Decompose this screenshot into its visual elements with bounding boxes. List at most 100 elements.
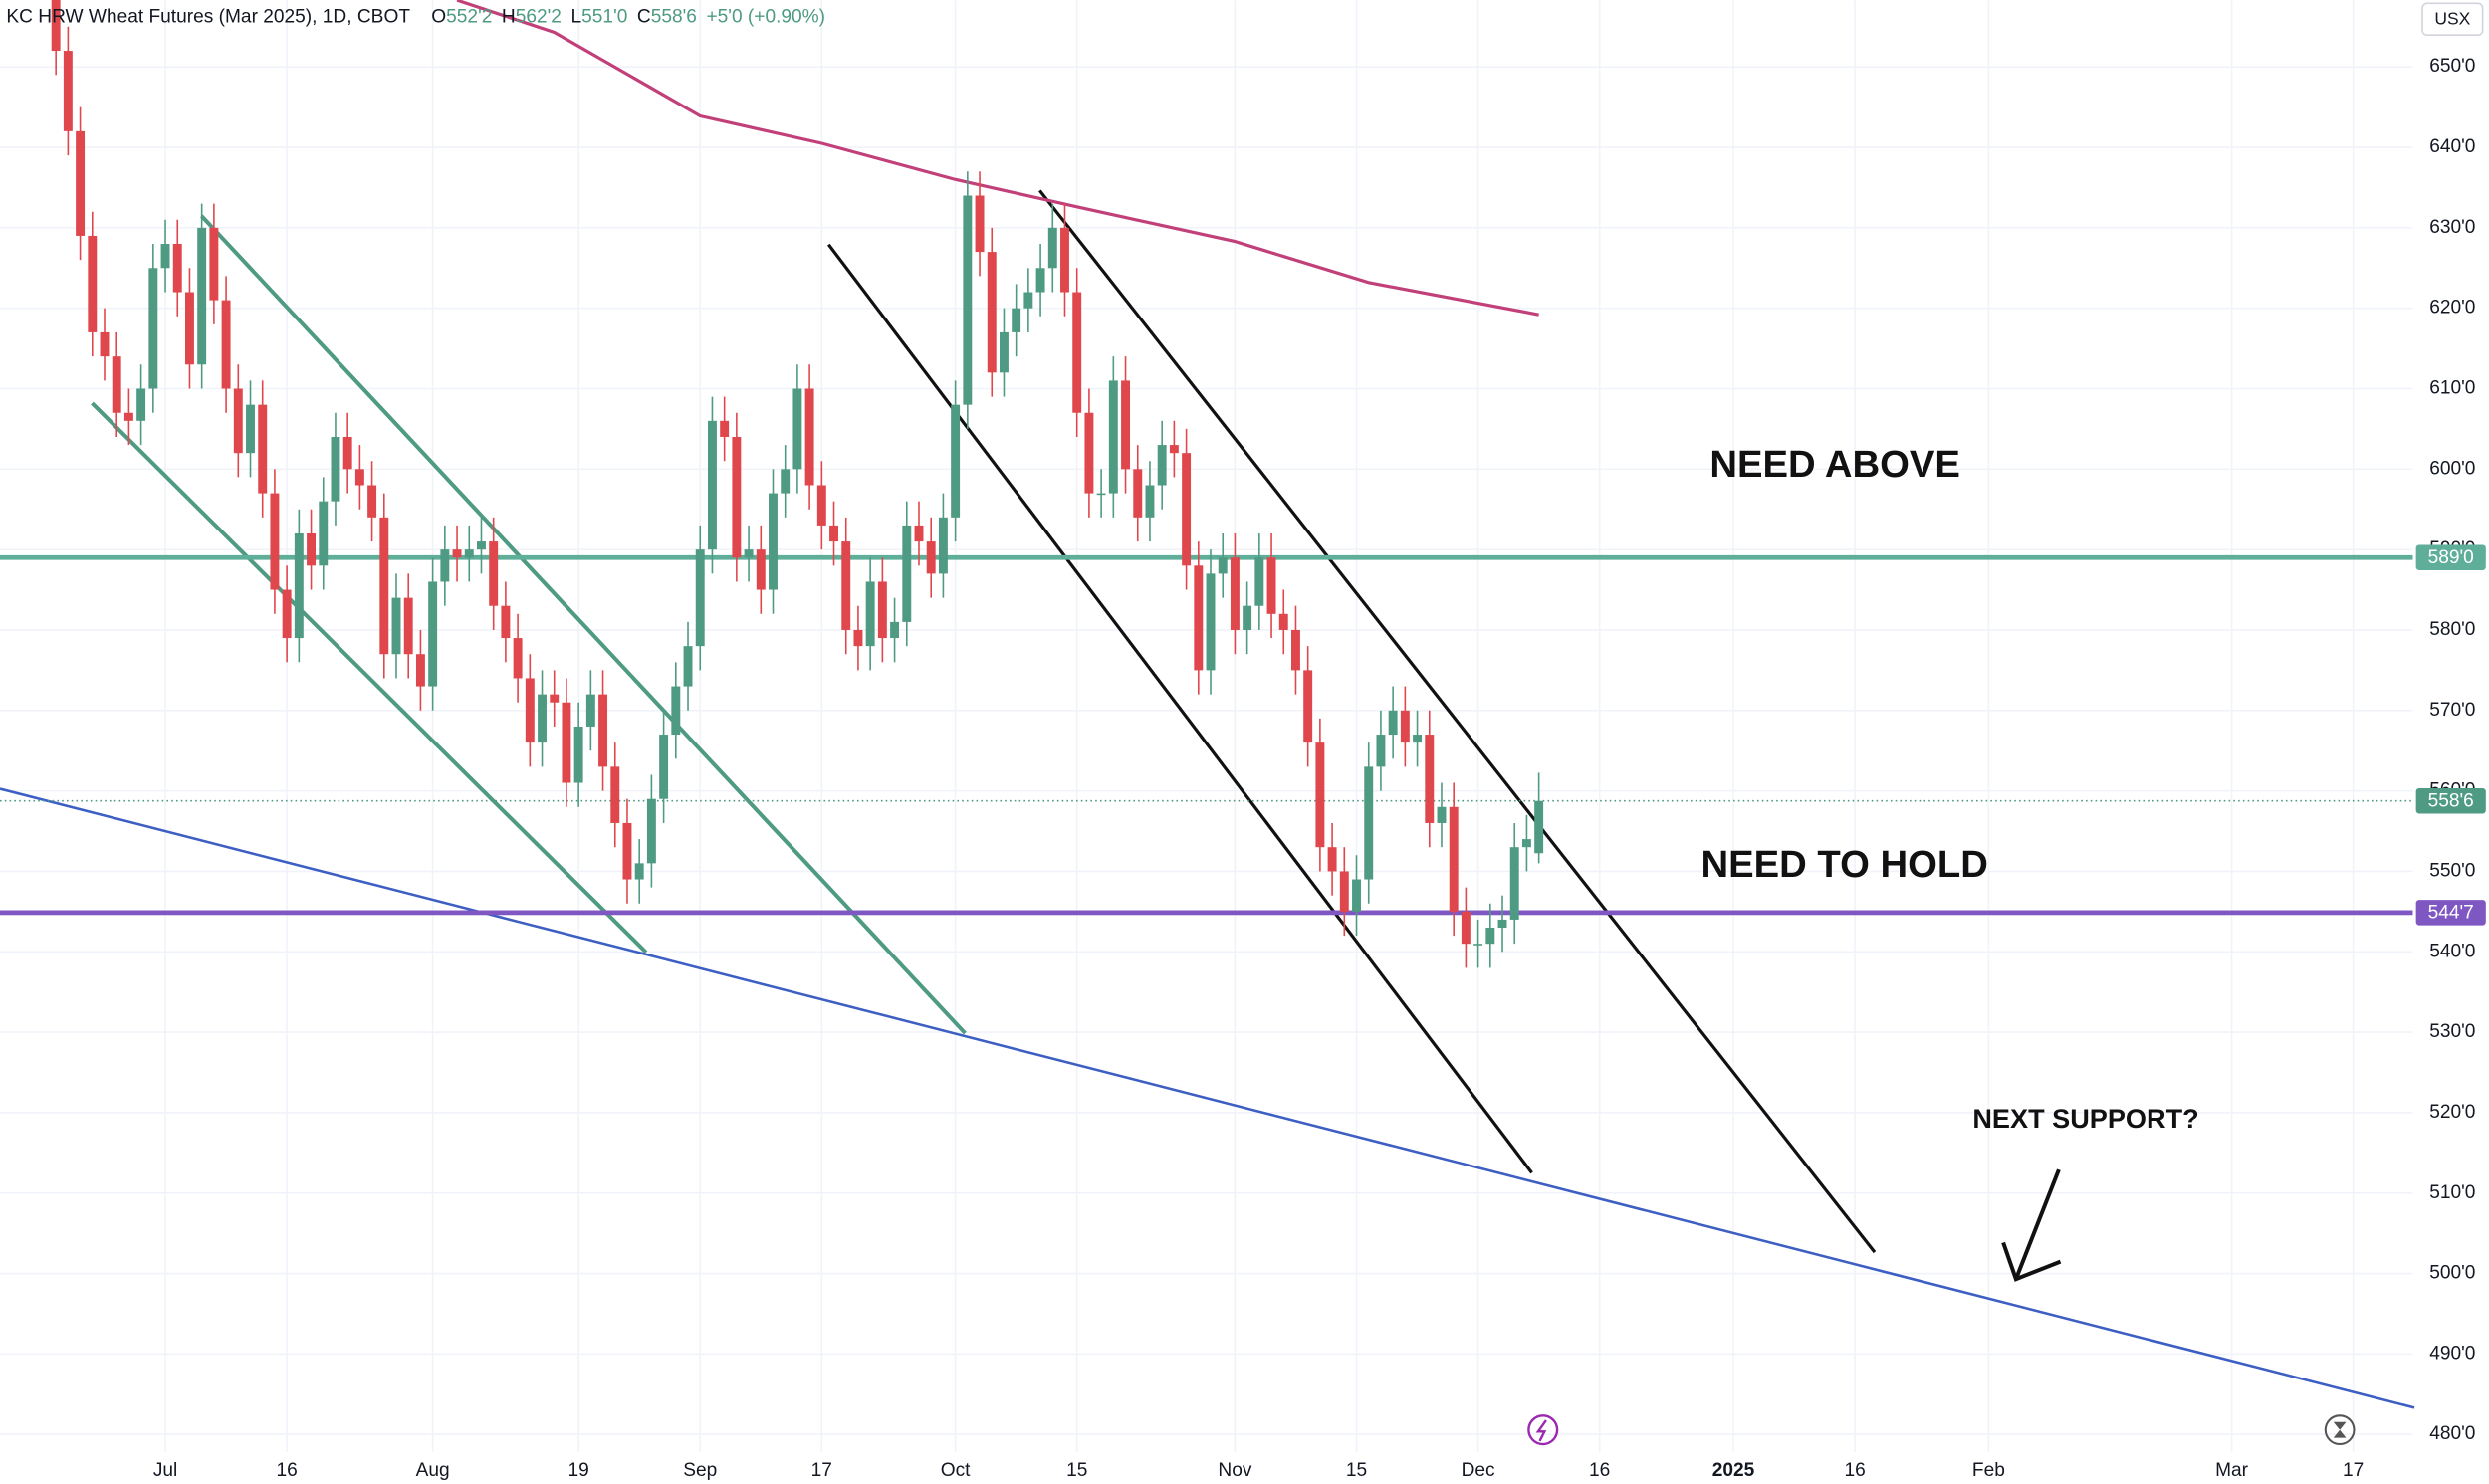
candle-body — [853, 629, 863, 647]
candle-body — [489, 541, 499, 606]
candle-body — [1485, 928, 1495, 945]
candle-body — [354, 469, 364, 486]
marks — [0, 0, 2413, 968]
candle-body — [914, 525, 924, 542]
icon[interactable] — [2324, 1414, 2356, 1446]
candle-body — [294, 532, 304, 639]
candle-body — [1461, 911, 1471, 945]
candle-body — [342, 436, 352, 470]
y-tick-label: 500'0 — [2429, 1263, 2475, 1284]
candle-body — [1291, 629, 1300, 671]
unit-box[interactable] — [2421, 2, 2484, 36]
candle-body — [209, 227, 219, 301]
candle-body — [1376, 735, 1386, 767]
ohlc-key: H — [502, 7, 516, 28]
annotation: NEED ABOVE — [1709, 443, 1960, 486]
candle-body — [258, 404, 268, 494]
candle-body — [975, 195, 985, 253]
y-tick-label: 490'0 — [2429, 1343, 2475, 1364]
channel-line — [91, 401, 648, 954]
candle-body — [1473, 944, 1483, 946]
candle-body — [951, 404, 961, 518]
candle-body — [829, 525, 838, 542]
candle-body — [1182, 453, 1192, 566]
y-tick-label: 480'0 — [2429, 1423, 2475, 1444]
candle-body — [367, 485, 377, 518]
candle-body — [720, 420, 730, 437]
icon[interactable] — [1527, 1414, 1559, 1446]
price-tag — [2415, 787, 2486, 814]
drawings — [0, 189, 2415, 1409]
candle-body — [999, 331, 1009, 373]
candle-body — [877, 581, 887, 639]
candle-body — [525, 678, 535, 743]
candle-body — [428, 581, 438, 687]
x-tick-label: 17 — [811, 1460, 832, 1481]
x-tick-label: Dec — [1462, 1460, 1495, 1481]
candle-body — [1521, 839, 1531, 848]
candle-body — [756, 549, 766, 590]
ohlc-key: L — [571, 7, 582, 28]
candle-body — [452, 549, 462, 558]
candle-body — [1206, 573, 1216, 671]
candle-body — [1012, 308, 1021, 332]
candle-body — [63, 51, 73, 131]
y-tick-label: 540'0 — [2429, 941, 2475, 961]
annotation: NEXT SUPPORT? — [1972, 1103, 2198, 1134]
x-tick-label: 16 — [1844, 1460, 1865, 1481]
candle-body — [1060, 227, 1069, 293]
x-tick-label: 15 — [1066, 1460, 1087, 1481]
y-tick-label: 620'0 — [2429, 298, 2475, 318]
candle-body — [1400, 710, 1410, 743]
candle-body — [221, 300, 231, 389]
candle-body — [659, 735, 669, 799]
candle-body — [1303, 670, 1313, 743]
candle-body — [585, 694, 595, 727]
x-tick-label: 16 — [276, 1460, 297, 1481]
candle-body — [1157, 445, 1167, 486]
candle-body — [1266, 557, 1276, 614]
candle-body — [1254, 557, 1264, 606]
channel-line — [1038, 189, 1877, 1254]
x-tick-label: 16 — [1589, 1460, 1610, 1481]
candle-body — [88, 235, 98, 332]
candle-body — [1121, 380, 1131, 470]
x-tick-label: Jul — [153, 1460, 177, 1481]
candle-body — [890, 621, 900, 639]
candle-body — [1509, 847, 1519, 920]
candle-body — [1230, 557, 1240, 630]
ohlc-key: C — [637, 7, 651, 28]
candle-body — [1315, 742, 1325, 848]
candle-body — [963, 195, 973, 405]
candle-body — [160, 244, 170, 269]
ohlc-value: 562'2 — [516, 7, 562, 28]
y-tick-label: 550'0 — [2429, 860, 2475, 881]
candle-body — [732, 436, 742, 558]
candle-body — [172, 244, 182, 293]
candle-body — [1534, 800, 1544, 854]
x-tick-label: 2025 — [1712, 1460, 1755, 1481]
candle-body — [391, 597, 401, 655]
candle-body — [282, 589, 292, 639]
candle-body — [1364, 766, 1374, 880]
candle-body — [804, 388, 814, 486]
channel-line — [826, 243, 1533, 1174]
ohlc-value: 558'6 — [651, 7, 697, 28]
candle-body — [707, 420, 717, 550]
candle-body — [550, 694, 560, 703]
candle-body — [1047, 227, 1057, 269]
candle-body — [270, 493, 280, 590]
annotation: NEED TO HOLD — [1701, 843, 1988, 886]
price-tag — [2415, 544, 2486, 570]
arrow — [2001, 1168, 2062, 1282]
price-tag — [2415, 900, 2486, 926]
candle-body — [51, 0, 61, 52]
symbol-title: KC HRW Wheat Futures (Mar 2025), 1D, CBO… — [6, 7, 410, 28]
x-tick-label: Aug — [416, 1460, 450, 1481]
candle-body — [1035, 268, 1045, 293]
candle-body — [403, 597, 413, 655]
moving-average — [456, 0, 1539, 317]
candle-body — [816, 485, 826, 526]
